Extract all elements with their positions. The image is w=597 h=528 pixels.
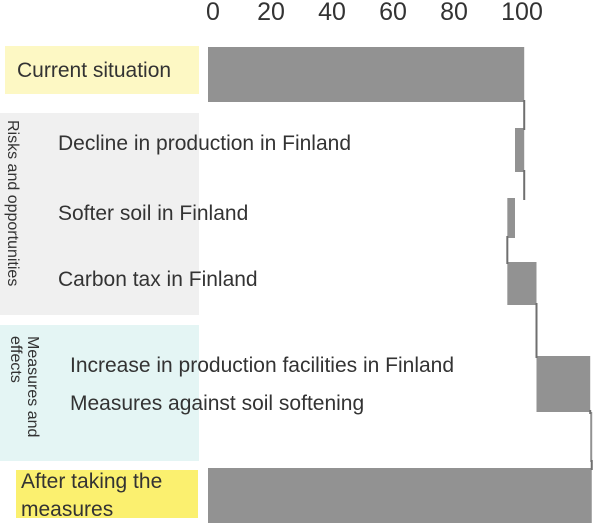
row-label-measures-soil: Measures against soil softening <box>70 392 365 415</box>
row-label-softer: Softer soil in Finland <box>58 202 249 225</box>
row-label-after-1: After taking the <box>21 470 163 493</box>
tick-label: 80 <box>440 0 468 26</box>
row-label-decline: Decline in production in Finland <box>58 132 352 155</box>
current-situation-panel <box>5 46 199 94</box>
bar-current <box>208 47 525 102</box>
bar-softer <box>507 198 515 238</box>
measures-panel <box>0 325 199 461</box>
tick-label: 20 <box>257 0 285 26</box>
row-label-increase: Increase in production facilities in Fin… <box>70 354 455 377</box>
bar-increase <box>536 356 591 412</box>
row-label-carbon: Carbon tax in Finland <box>58 268 258 291</box>
tick-label: 40 <box>318 0 346 26</box>
tick-label: 60 <box>379 0 407 26</box>
bar-decline <box>515 128 525 172</box>
after-measures-panel <box>16 470 198 518</box>
tick-label: 100 <box>501 0 543 26</box>
tick-label: 0 <box>206 0 220 26</box>
row-label-current: Current situation <box>17 59 172 82</box>
bar-carbon <box>507 262 537 305</box>
row-label-after-2: measures <box>21 498 114 521</box>
bar-after <box>208 468 592 523</box>
bar-soil-measures <box>590 412 593 462</box>
risks-panel <box>0 113 199 315</box>
